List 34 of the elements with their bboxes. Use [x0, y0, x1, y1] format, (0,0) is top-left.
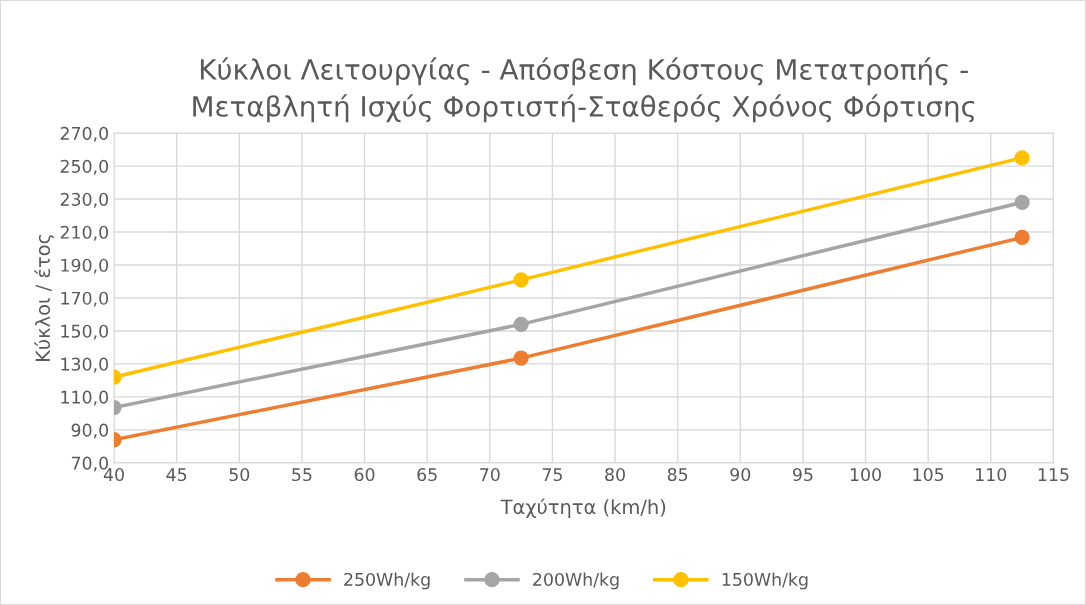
- y-tick-label: 90,0: [71, 423, 109, 439]
- y-tick-label: 210,0: [60, 225, 109, 241]
- legend-label: 200Wh/kg: [533, 572, 619, 590]
- y-tick-label: 270,0: [60, 126, 109, 142]
- x-tick-label: 80: [605, 467, 625, 482]
- x-tick-label: 105: [913, 467, 944, 482]
- x-tick-label: 115: [1038, 468, 1069, 482]
- x-tick-label: 65: [417, 467, 437, 482]
- y-axis-title: Κύκλοι / έτος: [34, 234, 54, 361]
- point: [1014, 229, 1030, 246]
- legend-label: 250Wh/kg: [344, 572, 430, 590]
- x-tick-label: 45: [166, 468, 187, 482]
- x-tick-label: 60: [354, 467, 375, 482]
- x-tick-label: 50: [229, 467, 250, 482]
- x-tick-label: 90: [730, 467, 751, 482]
- x-axis-title: Ταχύτητα (km/h): [500, 498, 666, 518]
- x-tick-label: 110: [976, 467, 1007, 482]
- x-tick-label: 55: [292, 468, 312, 482]
- y-tick-label: 170,0: [61, 291, 109, 307]
- x-tick-label: 85: [667, 467, 688, 482]
- y-tick-label: 130,0: [61, 357, 109, 373]
- x-tick-label: 95: [792, 467, 813, 482]
- y-tick-label: 150,0: [61, 324, 109, 340]
- y-tick-label: 230,0: [60, 192, 109, 208]
- x-tick-label: 70: [480, 467, 500, 482]
- legend-label: 150Wh/kg: [722, 572, 808, 590]
- y-tick-label: 250,0: [60, 159, 109, 175]
- x-tick-label: 75: [542, 468, 562, 482]
- y-tick-label: 190,0: [61, 258, 109, 274]
- chart-title: Κύκλοι Λειτουργίας - Απόσβεση Κόστους Μετατροπής - Μεταβλητή Ισχύς Φορτιστή-Σταθερός Χρόνος Φόρτισης: [193, 57, 975, 123]
- x-tick-label: 100: [850, 467, 881, 482]
- point: [1014, 150, 1030, 166]
- y-tick-label: 110,0: [61, 390, 109, 406]
- point: [1014, 194, 1030, 210]
